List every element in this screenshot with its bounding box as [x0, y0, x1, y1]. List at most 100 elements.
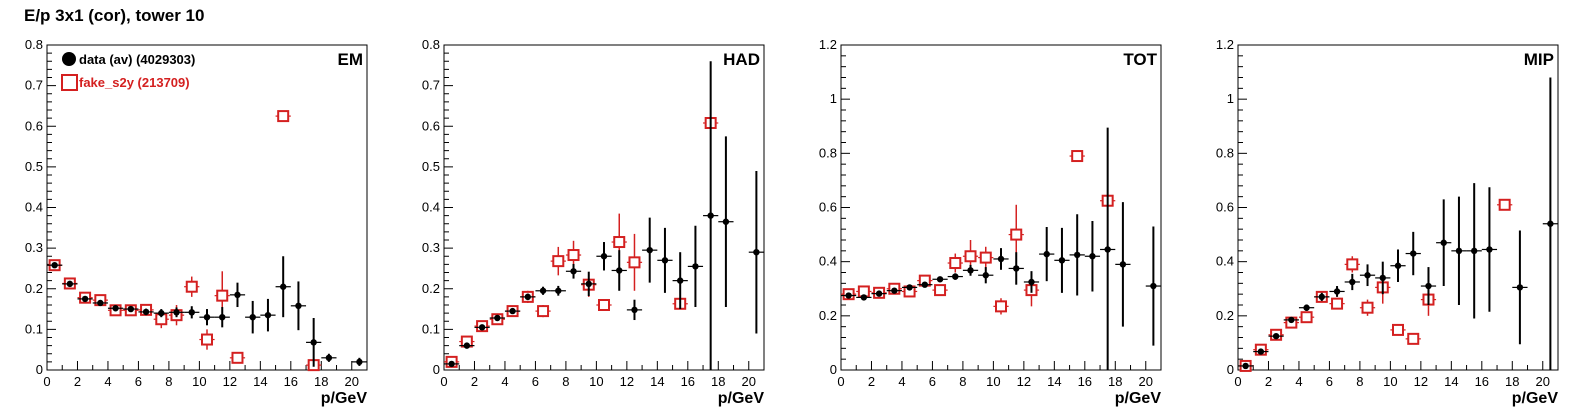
fake-marker — [995, 300, 1007, 313]
x-tick-label: 4 — [501, 374, 508, 389]
y-tick-label: 0.7 — [422, 78, 440, 93]
y-tick-label: 1 — [830, 91, 837, 106]
x-tick-label: 8 — [959, 374, 966, 389]
y-tick-label: 0.4 — [819, 254, 837, 269]
data-marker — [1150, 282, 1157, 290]
x-tick-label: 12 — [620, 374, 634, 389]
y-tick-label: 1.2 — [819, 37, 837, 52]
x-tick-label: 16 — [1475, 374, 1489, 389]
x-tick-label: 6 — [135, 374, 142, 389]
panel-mip: 0 0.2 0.4 0.6 0.8 1 1.2 0 2 4 6 8 10 12 14 16 18 20p/GeV M… — [1216, 37, 1559, 407]
x-tick-label: 10 — [589, 374, 603, 389]
y-tick-label: 0.2 — [25, 281, 43, 296]
fake-marker — [1392, 323, 1404, 336]
series-data-av — [841, 127, 1161, 370]
data-marker — [921, 281, 929, 288]
fake-marker — [613, 236, 626, 249]
data-marker — [1272, 332, 1280, 340]
x-tick-label: 20 — [345, 374, 359, 389]
data-marker — [1288, 316, 1295, 324]
data-marker — [1104, 246, 1111, 253]
data-marker — [173, 309, 180, 316]
fake-marker — [201, 333, 213, 346]
fake-marker — [277, 110, 290, 123]
data-marker — [1028, 278, 1035, 286]
data-marker — [661, 257, 669, 264]
x-tick-label: 20 — [1139, 374, 1153, 389]
data-marker — [860, 294, 868, 301]
x-tick-label: 4 — [104, 374, 111, 389]
panel-em: 0 0.1 0.2 0.3 0.4 0.5 0.6 0.7 0.8 0 2 4 6 8 10 12 14 16 18… — [25, 37, 368, 407]
series-fake-s2y — [841, 150, 1116, 315]
y-tick-label: 0.4 — [1216, 254, 1234, 269]
y-tick-label: 1 — [1227, 91, 1234, 106]
x-tick-label: 20 — [1536, 374, 1550, 389]
data-marker — [1547, 220, 1554, 227]
fake-marker — [1331, 297, 1344, 310]
x-axis-title: p/GeV — [1512, 390, 1559, 407]
y-tick-label: 0.3 — [25, 240, 43, 255]
y-tick-label: 0.8 — [25, 37, 43, 52]
data-marker — [585, 280, 592, 288]
legend: data (av) (4029303) fake_s2y (213709) — [61, 52, 195, 91]
y-tick-label: 0.8 — [819, 145, 837, 160]
data-marker — [1455, 247, 1463, 255]
series-data-av — [1238, 77, 1558, 370]
fake-marker — [934, 284, 947, 297]
data-marker — [1410, 250, 1417, 257]
fake-marker — [964, 250, 977, 263]
data-marker — [1516, 284, 1524, 291]
data-marker — [219, 313, 226, 321]
data-marker — [1425, 282, 1432, 290]
x-tick-label: 16 — [1078, 374, 1092, 389]
x-tick-label: 6 — [929, 374, 936, 389]
data-marker — [1089, 253, 1096, 260]
data-marker — [234, 291, 241, 299]
legend-marker-fake — [61, 74, 78, 91]
x-tick-label: 14 — [1444, 374, 1458, 389]
panel-tot: 0 0.2 0.4 0.6 0.8 1 1.2 0 2 4 6 8 10 12 14 16 18 20p/GeV T… — [819, 37, 1162, 407]
legend-label: fake_s2y (213709) — [79, 75, 190, 90]
fake-marker — [628, 256, 641, 269]
series-data-av — [444, 61, 764, 370]
data-marker — [906, 284, 913, 291]
data-marker — [478, 324, 486, 331]
x-tick-label: 16 — [284, 374, 298, 389]
data-marker — [249, 313, 256, 321]
data-marker — [707, 212, 714, 219]
data-marker — [982, 272, 989, 279]
x-tick-label: 0 — [1234, 374, 1241, 389]
x-axis-title: p/GeV — [321, 390, 368, 407]
y-tick-label: 0.2 — [819, 308, 837, 323]
x-tick-label: 10 — [986, 374, 1000, 389]
data-marker — [1013, 265, 1020, 272]
x-tick-label: 0 — [43, 374, 50, 389]
y-tick-label: 0.8 — [422, 37, 440, 52]
data-marker — [448, 360, 455, 368]
data-marker — [1394, 262, 1402, 269]
data-marker — [188, 309, 195, 316]
y-tick-label: 0.4 — [422, 200, 440, 215]
x-tick-label: 2 — [74, 374, 81, 389]
y-tick-label: 0.2 — [1216, 308, 1234, 323]
data-marker — [676, 277, 684, 284]
x-tick-label: 2 — [868, 374, 875, 389]
series-fake-s2y — [1238, 198, 1513, 372]
data-marker — [1440, 239, 1447, 246]
fake-marker — [1071, 150, 1084, 163]
data-marker — [158, 309, 165, 317]
x-tick-label: 20 — [742, 374, 756, 389]
data-marker — [646, 246, 653, 254]
data-marker — [1257, 348, 1265, 355]
y-tick-label: 0 — [1227, 362, 1234, 377]
data-marker — [310, 339, 317, 346]
x-tick-label: 8 — [562, 374, 569, 389]
data-marker — [952, 273, 959, 280]
fake-marker — [567, 249, 580, 262]
data-marker — [722, 218, 730, 225]
legend-marker-data — [62, 52, 76, 66]
data-marker — [600, 253, 608, 260]
x-tick-label: 0 — [837, 374, 844, 389]
x-tick-label: 4 — [1295, 374, 1302, 389]
